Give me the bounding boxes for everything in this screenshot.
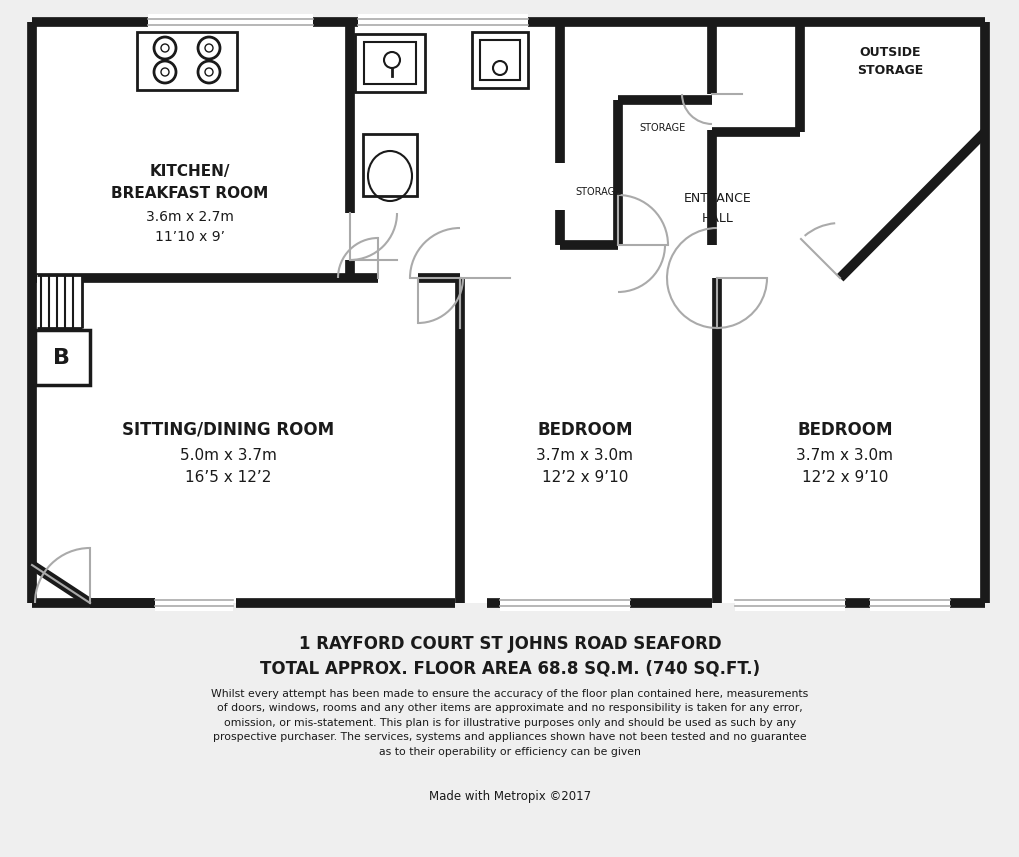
Text: 11’10 x 9’: 11’10 x 9’ [155, 230, 225, 244]
Bar [358, 14, 528, 30]
Text: BEDROOM: BEDROOM [797, 421, 892, 439]
Text: KITCHEN/: KITCHEN/ [150, 164, 230, 178]
Text: 1 RAYFORD COURT ST JOHNS ROAD SEAFORD: 1 RAYFORD COURT ST JOHNS ROAD SEAFORD [299, 635, 720, 653]
Text: Whilst every attempt has been made to ensure the accuracy of the floor plan cont: Whilst every attempt has been made to en… [211, 689, 808, 757]
Text: SITTING/DINING ROOM: SITTING/DINING ROOM [122, 421, 334, 439]
Text: 16’5 x 12’2: 16’5 x 12’2 [184, 470, 271, 486]
Text: 3.7m x 3.0m: 3.7m x 3.0m [796, 447, 893, 463]
Text: STORAGE: STORAGE [856, 63, 922, 76]
Text: 12’2 x 9’10: 12’2 x 9’10 [541, 470, 628, 486]
Bar [363, 134, 417, 196]
Bar [148, 14, 313, 30]
Text: TOTAL APPROX. FLOOR AREA 68.8 SQ.M. (740 SQ.FT.): TOTAL APPROX. FLOOR AREA 68.8 SQ.M. (740… [260, 659, 759, 677]
Bar [37, 275, 82, 328]
Text: 5.0m x 3.7m: 5.0m x 3.7m [179, 447, 276, 463]
Bar [32, 22, 984, 603]
Bar [355, 34, 425, 92]
Bar [869, 595, 949, 611]
Text: BREAKFAST ROOM: BREAKFAST ROOM [111, 185, 268, 201]
Text: STORAGE: STORAGE [639, 123, 686, 133]
Bar [35, 330, 90, 385]
Text: HALL: HALL [701, 212, 734, 225]
Text: Made with Metropix ©2017: Made with Metropix ©2017 [429, 790, 590, 803]
Text: 3.7m x 3.0m: 3.7m x 3.0m [536, 447, 633, 463]
Text: 12’2 x 9’10: 12’2 x 9’10 [801, 470, 888, 486]
Bar [472, 32, 528, 88]
Text: B: B [53, 348, 70, 368]
Text: ENTRANCE: ENTRANCE [684, 191, 751, 205]
Bar [137, 32, 236, 90]
Bar [155, 595, 232, 611]
Text: OUTSIDE: OUTSIDE [858, 45, 920, 58]
Bar [499, 595, 630, 611]
Text: 3.6m x 2.7m: 3.6m x 2.7m [146, 210, 233, 224]
Text: BEDROOM: BEDROOM [537, 421, 632, 439]
Text: STORAGE: STORAGE [576, 187, 622, 197]
Bar [480, 40, 520, 80]
Bar [364, 42, 416, 84]
Bar [735, 595, 844, 611]
